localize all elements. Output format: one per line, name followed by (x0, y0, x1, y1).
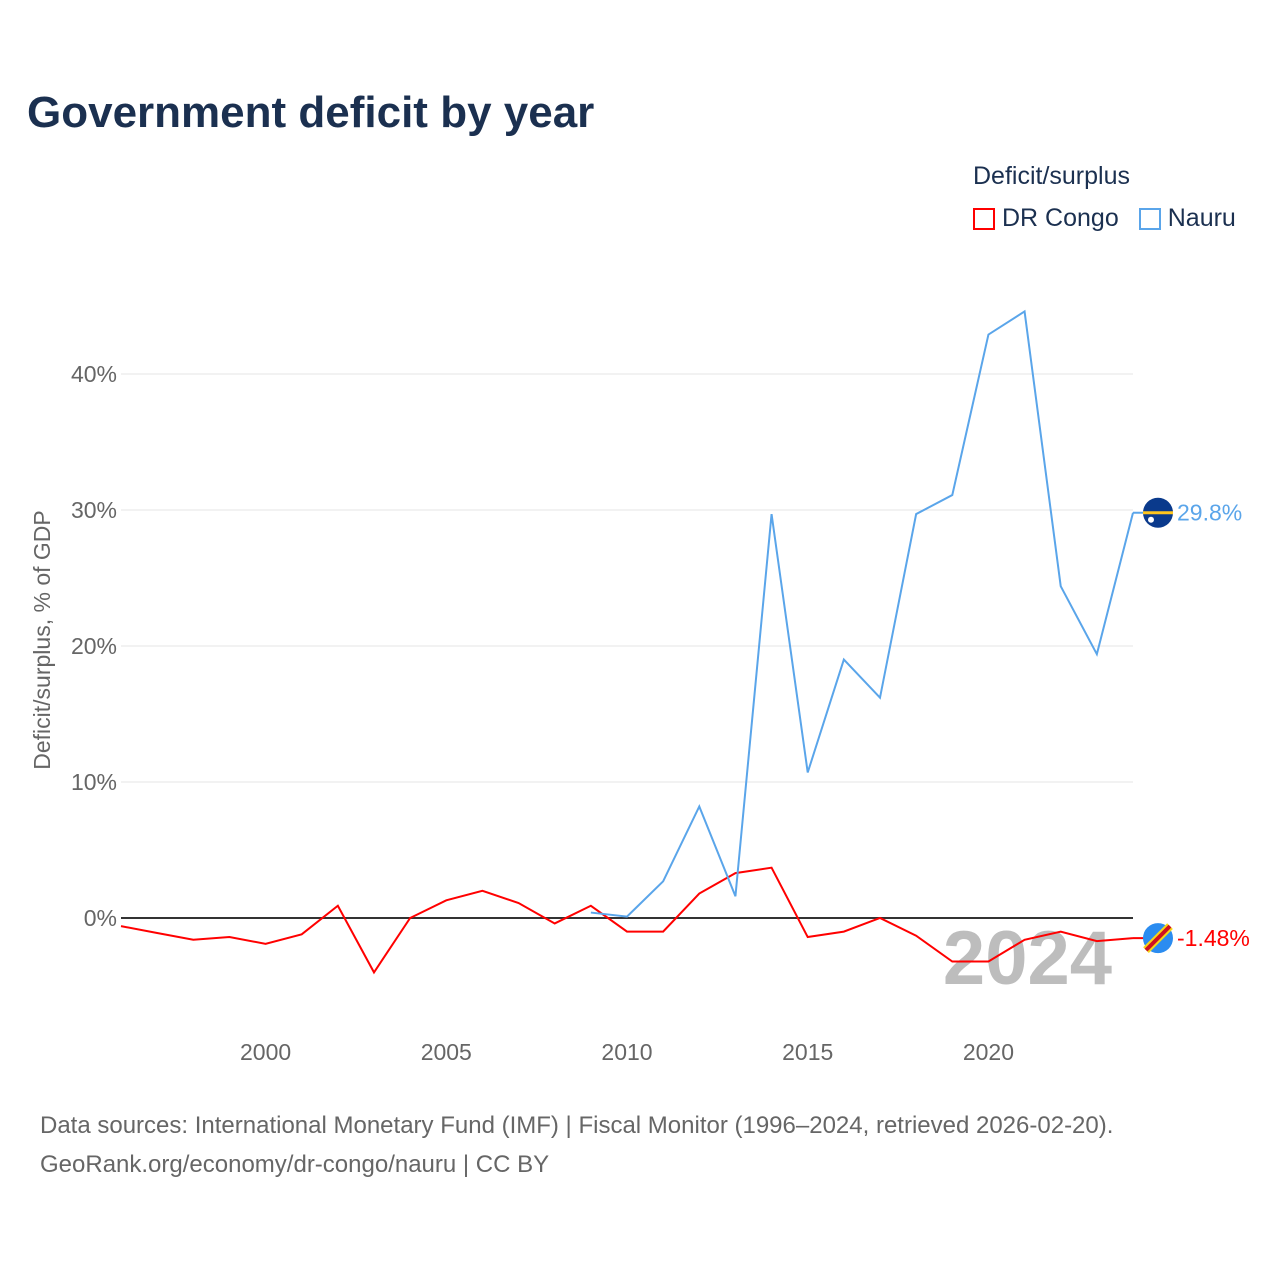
y-tick-label: 40% (71, 361, 117, 387)
end-value-label: -1.48% (1177, 925, 1250, 951)
legend-swatch-dr-congo (973, 207, 995, 230)
x-tick-label: 2020 (963, 1039, 1014, 1065)
y-tick-label: 30% (71, 497, 117, 523)
chart-title: Government deficit by year (27, 88, 595, 137)
y-axis-label: Deficit/surplus, % of GDP (29, 510, 55, 769)
series-line-nauru (590, 309, 1134, 918)
dr-congo-flag-red (1144, 924, 1172, 952)
legend-label: Nauru (1167, 204, 1236, 232)
series-line-dr-congo (120, 866, 1134, 975)
y-tick-label: 0% (84, 905, 117, 931)
x-tick-label: 2005 (421, 1039, 472, 1065)
footer: Data sources: International Monetary Fun… (40, 1106, 1113, 1184)
legend: DR Congo Nauru (973, 204, 1236, 233)
x-tick-label: 2010 (601, 1039, 652, 1065)
source-text: Data sources: International Monetary Fun… (40, 1112, 1114, 1139)
url-text: GeoRank.org/economy/dr-congo/nauru | CC … (40, 1151, 550, 1178)
x-tick-label: 2015 (782, 1039, 833, 1065)
legend-item-dr-congo[interactable]: DR Congo (973, 204, 1119, 233)
nauru-flag-star (1148, 516, 1154, 523)
y-tick-label: 10% (71, 769, 117, 795)
end-value-label: 29.8% (1177, 500, 1242, 526)
legend-item-nauru[interactable]: Nauru (1138, 204, 1236, 233)
y-tick-label: 20% (71, 633, 117, 659)
x-tick-label: 2000 (240, 1039, 291, 1065)
legend-title: Deficit/surplus (973, 162, 1130, 190)
year-watermark: 2024 (943, 916, 1112, 1001)
legend-label: DR Congo (1002, 204, 1119, 232)
legend-swatch-nauru (1138, 207, 1161, 230)
